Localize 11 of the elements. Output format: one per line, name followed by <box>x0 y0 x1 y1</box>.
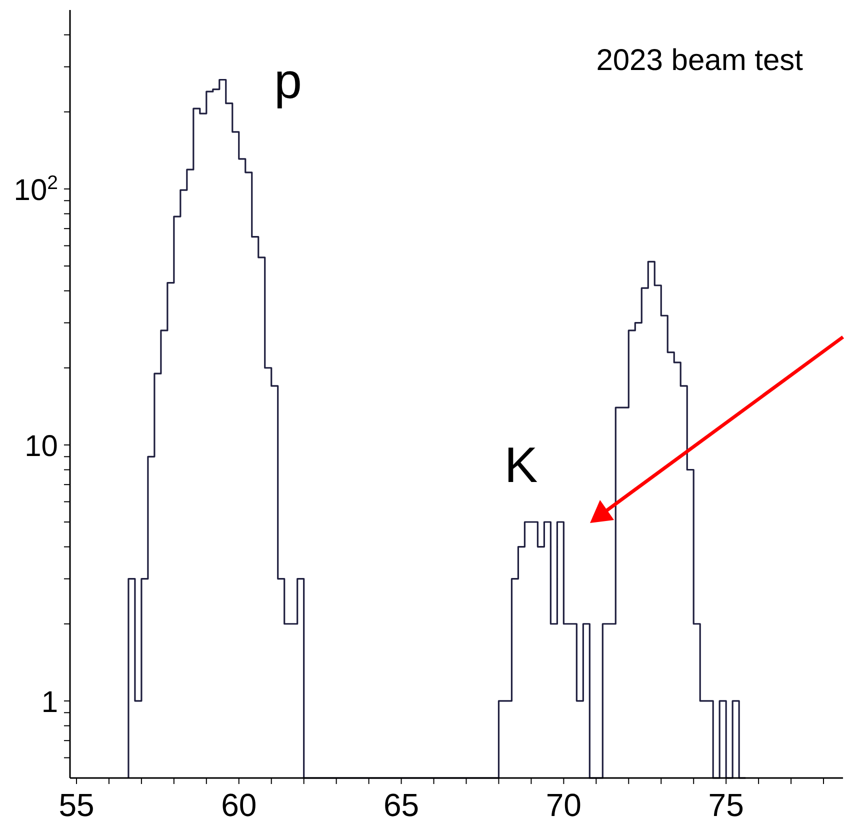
x-tick-label: 75 <box>708 787 744 819</box>
x-tick-label: 65 <box>383 787 420 819</box>
y-tick-label: 1 <box>41 686 58 719</box>
annotation: p <box>274 53 302 109</box>
y-tick-label: 10$^{2}$ <box>14 172 58 207</box>
annotation: K <box>504 437 538 493</box>
x-tick-label: 70 <box>546 787 582 819</box>
annotation: 2023 beam test <box>596 44 804 77</box>
x-tick-label: 55 <box>58 787 94 819</box>
y-tick-label: 10 <box>24 430 58 463</box>
x-tick-label: 60 <box>221 787 257 819</box>
